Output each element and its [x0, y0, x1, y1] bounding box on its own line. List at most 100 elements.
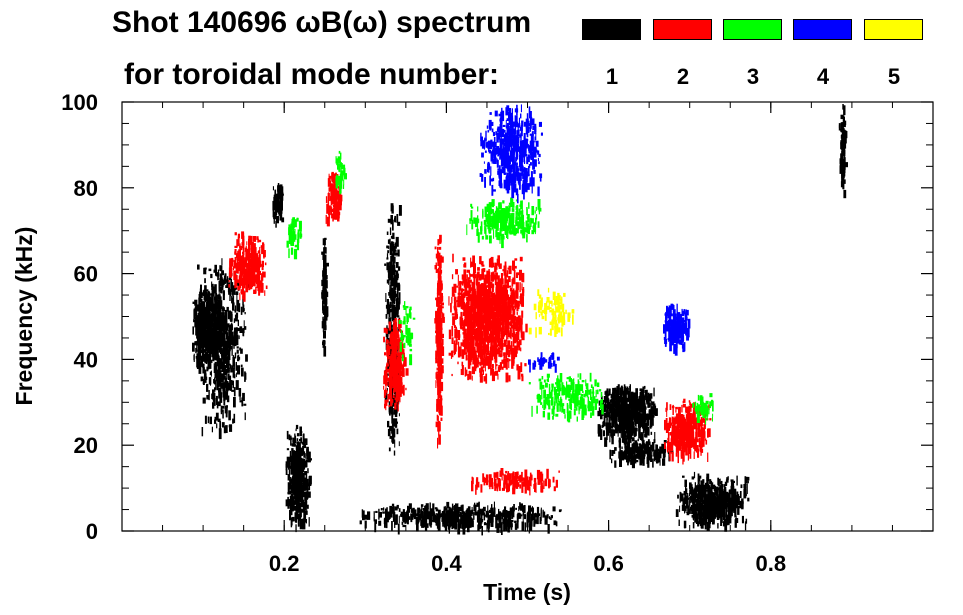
spectral-pixel — [289, 509, 292, 521]
spectral-pixel — [665, 445, 666, 453]
spectral-pixel — [245, 248, 249, 259]
spectral-pixel — [227, 373, 230, 380]
spectral-pixel — [234, 352, 237, 359]
spectral-pixel — [206, 296, 210, 305]
spectral-pixel — [392, 248, 394, 252]
spectral-pixel — [393, 375, 396, 378]
spectral-pixel — [640, 389, 644, 398]
spectral-pixel — [301, 470, 304, 481]
spectral-pixel — [388, 361, 391, 367]
spectral-pixel — [498, 508, 500, 517]
spectral-pixel — [466, 274, 468, 284]
spectral-pixel — [226, 388, 229, 396]
spectral-pixel — [733, 503, 736, 507]
spectral-pixel — [627, 405, 630, 415]
spectral-pixel — [295, 524, 297, 533]
spectral-pixel — [658, 449, 660, 456]
spectral-pixel — [278, 203, 282, 214]
spectral-pixel — [392, 394, 395, 398]
spectral-pixel — [332, 187, 334, 197]
spectral-pixel — [481, 513, 483, 524]
spectral-pixel — [611, 431, 613, 439]
spectral-pixel — [296, 500, 298, 511]
spectral-pixel — [424, 519, 427, 528]
legend-label-mode-4: 4 — [816, 64, 830, 89]
spectral-pixel — [238, 335, 240, 340]
spectral-pixel — [702, 479, 705, 484]
spectral-pixel — [278, 209, 282, 216]
spectral-pixel — [389, 386, 393, 396]
spectral-pixel — [229, 258, 233, 269]
spectral-pixel — [718, 495, 721, 506]
spectral-pixel — [332, 215, 336, 220]
spectral-pixel — [438, 311, 442, 323]
spectral-pixel — [208, 268, 212, 272]
spectral-pixel — [502, 284, 506, 294]
spectral-pixel — [279, 184, 283, 191]
spectral-pixel — [841, 140, 845, 145]
spectral-pixel — [201, 309, 203, 317]
spectral-pixel — [212, 286, 215, 297]
spectral-pixel — [727, 505, 730, 509]
spectral-pixel — [224, 309, 228, 320]
spectral-pixel — [706, 484, 710, 488]
spectral-pixel — [389, 238, 391, 245]
spectral-pixel — [231, 389, 235, 392]
spectral-pixel — [641, 398, 645, 409]
spectral-pixel — [708, 505, 710, 510]
spectral-pixel — [297, 485, 300, 496]
spectral-pixel — [704, 488, 707, 492]
spectral-pixel — [298, 502, 302, 513]
spectral-pixel — [427, 511, 431, 517]
spectral-pixel — [500, 273, 503, 282]
spectral-pixel — [440, 395, 443, 407]
spectral-pixel — [715, 488, 718, 495]
spectral-pixel — [202, 321, 205, 331]
spectral-pixel — [304, 453, 306, 459]
spectral-pixel — [633, 409, 636, 420]
spectral-pixel — [387, 364, 390, 373]
spectral-pixel — [331, 171, 334, 182]
spectral-pixel — [746, 476, 750, 481]
spectral-pixel — [744, 521, 747, 531]
spectral-pixel — [389, 436, 393, 439]
spectral-pixel — [250, 264, 254, 270]
spectral-pixel — [401, 348, 403, 359]
spectral-pixel — [694, 511, 698, 516]
spectral-pixel — [287, 482, 290, 493]
spectral-pixel — [385, 293, 387, 302]
spectral-pixel — [455, 503, 457, 510]
spectral-pixel — [386, 279, 390, 284]
spectral-pixel — [627, 455, 629, 466]
spectral-pixel — [705, 515, 708, 524]
spectral-pixel — [407, 505, 411, 513]
spectral-pixel — [212, 402, 215, 409]
spectral-pixel — [730, 500, 734, 505]
spectral-pixel — [464, 369, 468, 376]
spectral-pixel — [638, 452, 642, 460]
spectral-pixel — [467, 506, 471, 512]
spectral-pixel — [396, 330, 399, 335]
spectral-pixel — [694, 487, 698, 499]
spectral-pixel — [700, 502, 702, 507]
spectral-pixel — [487, 505, 489, 514]
spectral-pixel — [389, 261, 392, 269]
spectral-pixel — [226, 395, 230, 403]
spectral-pixel — [465, 354, 468, 361]
spectral-pixel — [678, 519, 680, 526]
spectral-pixel — [403, 385, 405, 393]
spectral-pixel — [474, 510, 476, 516]
spectral-pixel — [240, 364, 243, 368]
spectral-pixel — [261, 260, 264, 271]
spectral-pixel — [231, 257, 234, 267]
spectral-pixel — [622, 451, 625, 461]
spectral-pixel — [438, 362, 441, 371]
spectral-pixel — [612, 413, 616, 424]
spectral-region-n1-19khz — [609, 438, 674, 469]
spectral-pixel — [198, 365, 202, 374]
spectral-pixel — [453, 297, 457, 301]
spectral-pixel — [388, 265, 391, 269]
spectral-pixel — [386, 368, 388, 380]
spectral-pixel — [280, 186, 284, 197]
spectral-pixel — [629, 434, 632, 443]
